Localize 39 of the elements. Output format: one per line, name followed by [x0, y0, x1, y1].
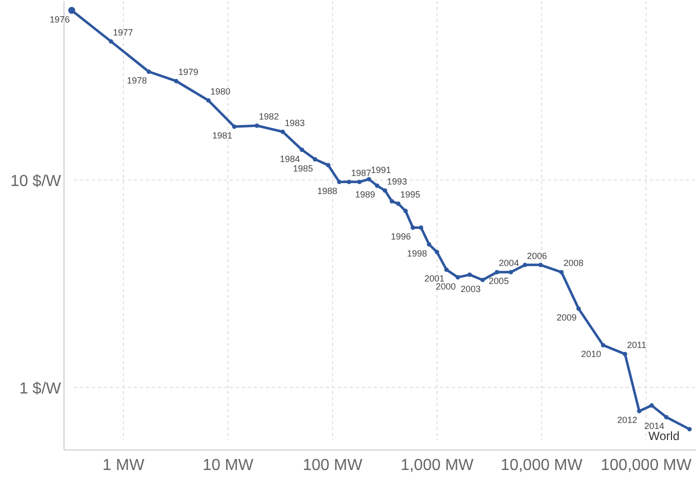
annotation: 2014 [644, 421, 664, 432]
annotation: 1980 [210, 86, 230, 96]
y-tick-label: 1 $/W [19, 380, 62, 398]
annotation: 1978 [126, 76, 147, 86]
annotation: 2001 [424, 274, 444, 284]
y-tick-label: 10 $/W [10, 173, 62, 190]
annotation: 1996 [390, 232, 411, 242]
annotation: 2006 [527, 250, 548, 261]
annotation: 1984 [280, 154, 300, 164]
annotation: 1976 [50, 14, 70, 24]
annotation: 2010 [581, 349, 602, 360]
annotation: 1998 [406, 248, 428, 258]
annotation: 1987 [351, 168, 372, 178]
annotation: 1983 [284, 118, 305, 128]
annotation: 2005 [488, 276, 509, 286]
x-tick-label: 1,000 MW [400, 457, 474, 474]
x-tick-label: 10 MW [202, 457, 254, 474]
annotation: 1979 [178, 67, 198, 78]
series-label: World [648, 429, 680, 444]
annotation: 2009 [556, 312, 577, 323]
annotation: 2011 [627, 340, 646, 350]
annotation: 1982 [258, 112, 279, 122]
annotation: 2008 [563, 258, 584, 268]
x-tick-label: 10,000 MW [500, 457, 584, 474]
x-tick-label: 1 MW [102, 457, 146, 474]
annotation: 1981 [212, 130, 232, 141]
annotation: 1985 [292, 163, 314, 174]
annotation: 1988 [317, 186, 338, 196]
annotation: 1977 [112, 27, 134, 38]
annotation: 1993 [387, 176, 408, 187]
annotation: 2012 [617, 415, 638, 426]
annotation: 1989 [355, 190, 376, 200]
annotation: 2000 [436, 281, 456, 292]
annotation: 2004 [498, 258, 519, 268]
x-tick-label: 100,000 MW [600, 457, 692, 474]
x-tick-label: 100 MW [302, 457, 364, 474]
annotation: 1995 [400, 190, 420, 200]
annotation: 2003 [460, 284, 481, 294]
annotation: 1991 [370, 165, 391, 176]
